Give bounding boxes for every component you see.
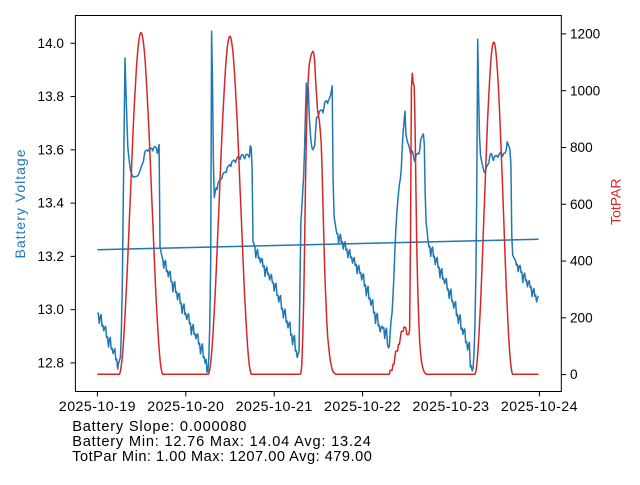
svg-text:Battery Voltage: Battery Voltage bbox=[12, 149, 28, 259]
svg-text:0: 0 bbox=[570, 367, 578, 382]
svg-text:2025-10-23: 2025-10-23 bbox=[412, 399, 489, 415]
svg-text:13.4: 13.4 bbox=[38, 196, 65, 211]
svg-text:2025-10-24: 2025-10-24 bbox=[501, 399, 578, 415]
svg-text:600: 600 bbox=[570, 197, 593, 212]
svg-text:12.8: 12.8 bbox=[38, 356, 64, 371]
svg-text:TotPAR: TotPAR bbox=[607, 178, 623, 224]
svg-text:1200: 1200 bbox=[570, 27, 601, 42]
svg-text:2025-10-22: 2025-10-22 bbox=[324, 399, 401, 415]
svg-text:13.2: 13.2 bbox=[38, 249, 64, 264]
svg-text:Battery Slope: 0.000080: Battery Slope: 0.000080 bbox=[72, 419, 247, 435]
svg-text:14.0: 14.0 bbox=[38, 36, 65, 51]
svg-text:TotPar Min: 1.00 Max: 1207.00: TotPar Min: 1.00 Max: 1207.00 Avg: 479.0… bbox=[72, 449, 372, 465]
svg-text:Battery Min: 12.76 Max: 14.04: Battery Min: 12.76 Max: 14.04 Avg: 13.24 bbox=[72, 434, 371, 450]
svg-text:200: 200 bbox=[570, 310, 593, 325]
svg-text:13.8: 13.8 bbox=[38, 89, 64, 104]
svg-text:1000: 1000 bbox=[570, 83, 601, 98]
svg-text:13.0: 13.0 bbox=[38, 302, 65, 317]
svg-text:400: 400 bbox=[570, 254, 593, 269]
svg-text:2025-10-19: 2025-10-19 bbox=[59, 399, 136, 415]
svg-text:800: 800 bbox=[570, 140, 593, 155]
svg-text:2025-10-20: 2025-10-20 bbox=[147, 399, 224, 415]
svg-text:2025-10-21: 2025-10-21 bbox=[236, 399, 313, 415]
svg-text:13.6: 13.6 bbox=[38, 142, 64, 157]
